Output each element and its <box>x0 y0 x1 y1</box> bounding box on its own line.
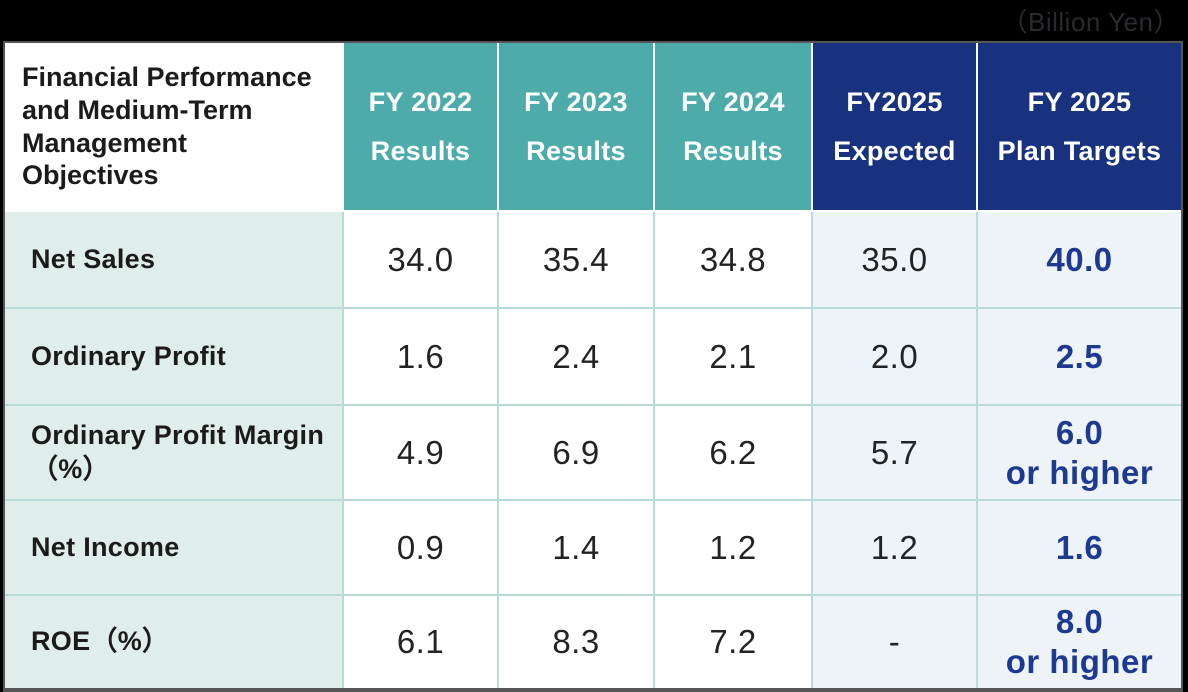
value-cell: 2.1 <box>655 309 813 406</box>
value-cell-expected: - <box>813 596 978 688</box>
value-cell: 34.8 <box>655 212 813 309</box>
row-label: Net Sales <box>5 212 344 309</box>
row-label: Ordinary Profit <box>5 309 344 406</box>
value-cell: 1.4 <box>499 501 655 596</box>
table-row-net-income: Net Income 0.9 1.4 1.2 1.2 1.6 <box>5 501 1181 596</box>
value-cell-expected: 2.0 <box>813 309 978 406</box>
value-cell: 4.9 <box>344 406 499 501</box>
value-cell: 8.3 <box>499 596 655 688</box>
unit-caption: （Billion Yen） <box>1001 7 1180 37</box>
value-cell: 1.2 <box>655 501 813 596</box>
value-cell: 6.1 <box>344 596 499 688</box>
row-label: Ordinary Profit Margin （%） <box>5 406 344 501</box>
col-header-fy2025-plan-targets: FY 2025 Plan Targets <box>978 43 1181 212</box>
header-row: Financial Performance and Medium-Term Ma… <box>5 43 1181 212</box>
value-cell-plan-target: 40.0 <box>978 212 1181 309</box>
col-header-fy2024-results: FY 2024 Results <box>655 43 813 212</box>
table-row-roe: ROE（%） 6.1 8.3 7.2 - 8.0 or higher <box>5 596 1181 688</box>
col-header-fy2022-results: FY 2022 Results <box>344 43 499 212</box>
value-cell-expected: 1.2 <box>813 501 978 596</box>
row-label: ROE（%） <box>5 596 344 688</box>
value-cell-plan-target: 1.6 <box>978 501 1181 596</box>
col-header-fy2025-expected: FY2025 Expected <box>813 43 978 212</box>
value-cell-expected: 5.7 <box>813 406 978 501</box>
value-cell: 6.2 <box>655 406 813 501</box>
value-cell-expected: 35.0 <box>813 212 978 309</box>
value-cell: 0.9 <box>344 501 499 596</box>
value-cell-plan-target: 6.0 or higher <box>978 406 1181 501</box>
value-cell: 1.6 <box>344 309 499 406</box>
row-label: Net Income <box>5 501 344 596</box>
value-cell: 35.4 <box>499 212 655 309</box>
value-cell: 34.0 <box>344 212 499 309</box>
value-cell: 6.9 <box>499 406 655 501</box>
value-cell-plan-target: 8.0 or higher <box>978 596 1181 688</box>
value-cell: 7.2 <box>655 596 813 688</box>
value-cell-plan-target: 2.5 <box>978 309 1181 406</box>
corner-header-cell: Financial Performance and Medium-Term Ma… <box>5 43 344 212</box>
col-header-fy2023-results: FY 2023 Results <box>499 43 655 212</box>
table-row-ordinary-profit-margin: Ordinary Profit Margin （%） 4.9 6.9 6.2 5… <box>5 406 1181 501</box>
table-row-ordinary-profit: Ordinary Profit 1.6 2.4 2.1 2.0 2.5 <box>5 309 1181 406</box>
value-cell: 2.4 <box>499 309 655 406</box>
financial-performance-table: Financial Performance and Medium-Term Ma… <box>3 41 1183 692</box>
table-row-net-sales: Net Sales 34.0 35.4 34.8 35.0 40.0 <box>5 212 1181 309</box>
